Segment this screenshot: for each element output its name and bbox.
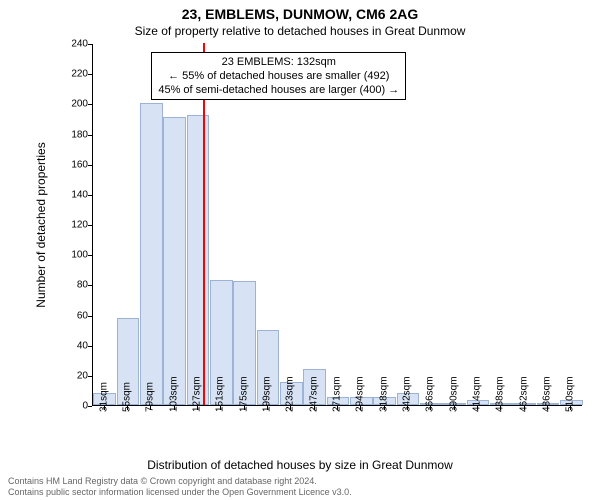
x-tick-mark <box>197 406 198 410</box>
y-tick: 20 <box>58 370 88 381</box>
y-tick: 60 <box>58 310 88 321</box>
chart-title-sub: Size of property relative to detached ho… <box>0 24 600 38</box>
x-tick-mark <box>500 406 501 410</box>
plot-area: Number of detached properties 0204060801… <box>58 44 582 406</box>
x-tick-mark <box>547 406 548 410</box>
x-tick-mark <box>360 406 361 410</box>
y-tick: 200 <box>58 99 88 110</box>
x-tick-mark <box>384 406 385 410</box>
chart-title-main: 23, EMBLEMS, DUNMOW, CM6 2AG <box>0 6 600 22</box>
histogram-bar <box>163 117 185 405</box>
footer-line-1: Contains HM Land Registry data © Crown c… <box>8 476 352 487</box>
x-axis: 31sqm55sqm79sqm103sqm127sqm151sqm175sqm1… <box>92 406 582 452</box>
y-tick: 240 <box>58 39 88 50</box>
x-tick-mark <box>570 406 571 410</box>
y-axis-label: Number of detached properties <box>34 142 48 307</box>
x-tick-mark <box>104 406 105 410</box>
x-tick-mark <box>314 406 315 410</box>
y-tick: 80 <box>58 280 88 291</box>
y-tick: 160 <box>58 159 88 170</box>
x-tick-mark <box>174 406 175 410</box>
x-tick-mark <box>150 406 151 410</box>
x-tick-mark <box>220 406 221 410</box>
x-tick-mark <box>407 406 408 410</box>
annotation-line-2: ← 55% of detached houses are smaller (49… <box>158 69 399 83</box>
footer-attribution: Contains HM Land Registry data © Crown c… <box>8 476 352 498</box>
annotation-line-1: 23 EMBLEMS: 132sqm <box>158 55 399 69</box>
x-tick-mark <box>524 406 525 410</box>
y-tick: 140 <box>58 189 88 200</box>
footer-line-2: Contains public sector information licen… <box>8 487 352 498</box>
x-tick-mark <box>267 406 268 410</box>
y-tick: 220 <box>58 69 88 80</box>
x-tick-mark <box>430 406 431 410</box>
x-tick-mark <box>477 406 478 410</box>
y-axis: 020406080100120140160180200220240 <box>58 44 88 406</box>
y-tick: 0 <box>58 401 88 412</box>
y-tick: 100 <box>58 250 88 261</box>
y-tick: 40 <box>58 340 88 351</box>
chart-area: 23 EMBLEMS: 132sqm← 55% of detached hous… <box>92 44 582 406</box>
histogram-bar <box>187 115 209 405</box>
annotation-line-3: 45% of semi-detached houses are larger (… <box>158 83 399 97</box>
y-tick: 180 <box>58 129 88 140</box>
x-tick-mark <box>290 406 291 410</box>
annotation-box: 23 EMBLEMS: 132sqm← 55% of detached hous… <box>151 52 406 101</box>
x-axis-label: Distribution of detached houses by size … <box>0 458 600 472</box>
x-tick-mark <box>454 406 455 410</box>
x-tick-mark <box>127 406 128 410</box>
y-tick: 120 <box>58 220 88 231</box>
x-tick-mark <box>337 406 338 410</box>
histogram-bar <box>140 103 162 405</box>
x-tick-mark <box>244 406 245 410</box>
